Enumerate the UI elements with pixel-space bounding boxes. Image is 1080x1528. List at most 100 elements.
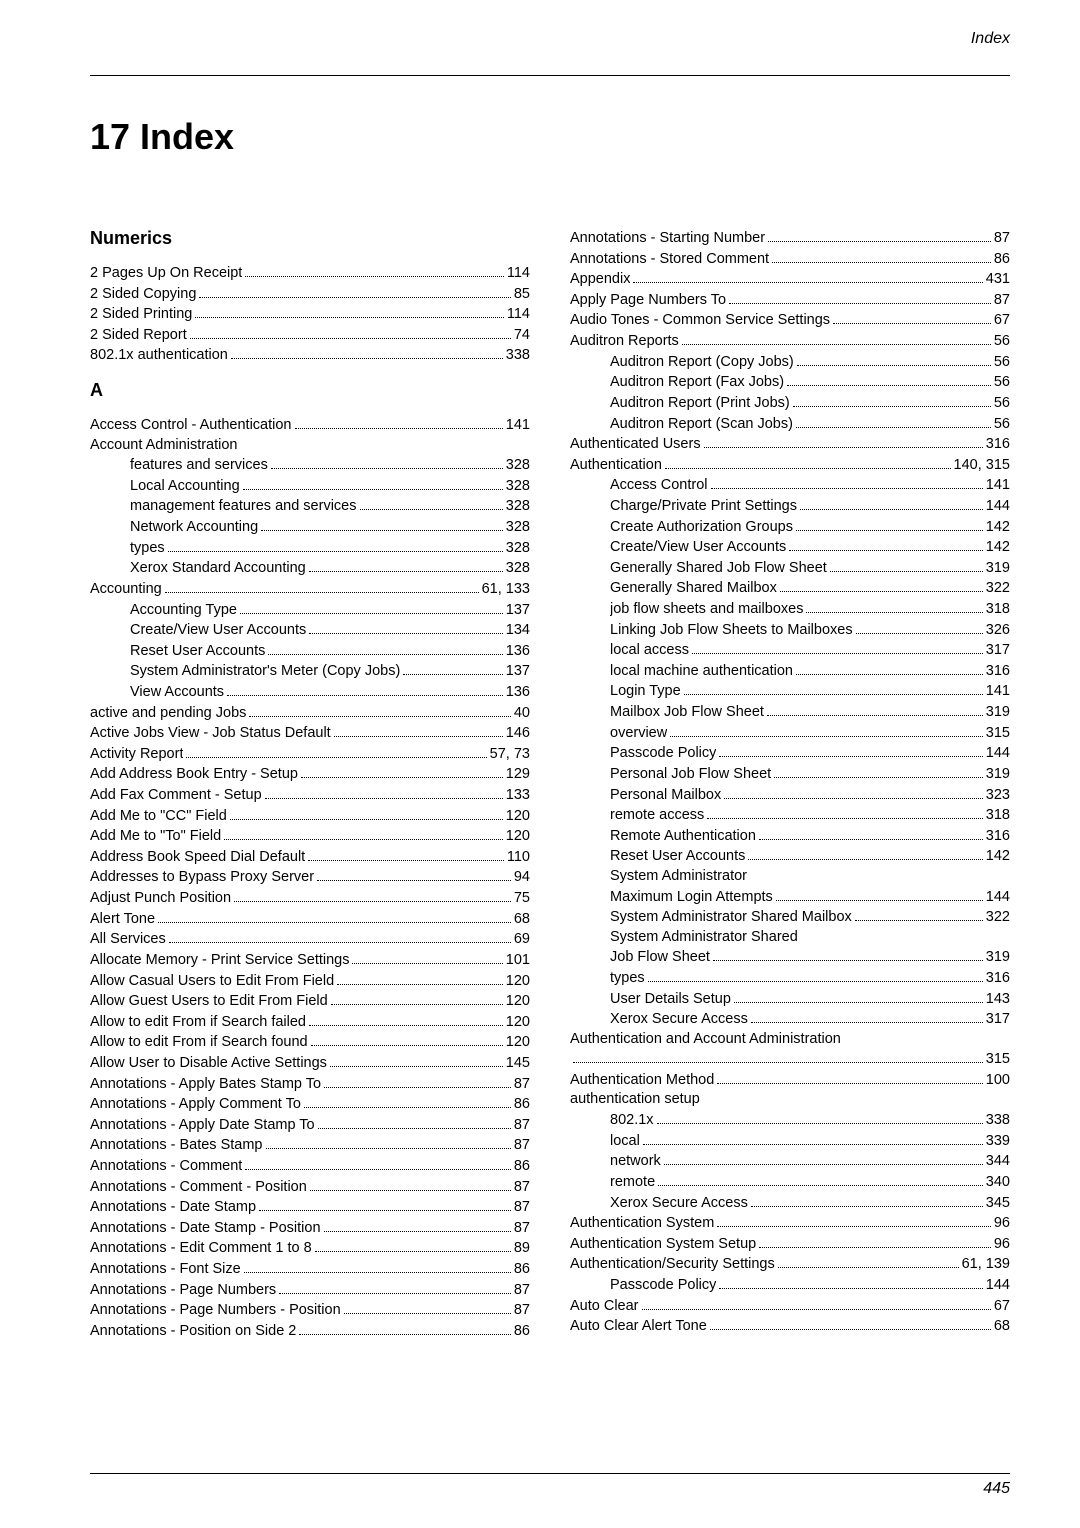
index-entry: Create/View User Accounts134 — [90, 620, 530, 641]
index-entry-pages: 68 — [514, 910, 530, 930]
index-entry: Account Administration — [90, 436, 530, 456]
index-entry-pages: 40 — [514, 704, 530, 724]
index-entry-pages: 101 — [506, 951, 530, 971]
index-entry: Personal Mailbox323 — [570, 784, 1010, 805]
index-entry: View Accounts136 — [90, 682, 530, 703]
index-entry-label: Audio Tones - Common Service Settings — [570, 311, 830, 331]
index-entry: Reset User Accounts136 — [90, 641, 530, 662]
index-entry: Annotations - Apply Date Stamp To87 — [90, 1115, 530, 1136]
index-entry-pages: 317 — [986, 641, 1010, 661]
index-entry-label: Maximum Login Attempts — [610, 888, 773, 908]
leader-dots — [301, 764, 503, 778]
section-heading: A — [90, 380, 530, 401]
index-entry-pages: 319 — [986, 703, 1010, 723]
leader-dots — [800, 496, 983, 510]
index-entry-label: Annotations - Bates Stamp — [90, 1136, 263, 1156]
index-entry: Auto Clear67 — [570, 1296, 1010, 1317]
leader-dots — [719, 743, 982, 757]
index-entry-pages: 322 — [986, 908, 1010, 928]
leader-dots — [295, 415, 503, 429]
index-entry-pages: 67 — [994, 1297, 1010, 1317]
index-entry-pages: 120 — [506, 1013, 530, 1033]
leader-dots — [855, 907, 983, 921]
leader-dots — [772, 249, 991, 263]
index-entry-label: features and services — [130, 456, 268, 476]
index-entry: Allocate Memory - Print Service Settings… — [90, 950, 530, 971]
leader-dots — [642, 1296, 991, 1310]
index-entry: Allow User to Disable Active Settings145 — [90, 1053, 530, 1074]
index-entry: 802.1x338 — [570, 1110, 1010, 1131]
index-entry-label: Add Me to "To" Field — [90, 827, 221, 847]
index-entry-label: Annotations - Apply Comment To — [90, 1095, 301, 1115]
index-entry-label: Job Flow Sheet — [610, 948, 710, 968]
page-number: 445 — [90, 1480, 1010, 1498]
leader-dots — [704, 434, 983, 448]
index-entry: management features and services328 — [90, 496, 530, 517]
index-entry: types328 — [90, 538, 530, 559]
leader-dots — [311, 1032, 503, 1046]
index-entry-pages: 129 — [506, 765, 530, 785]
index-entry: Add Fax Comment - Setup133 — [90, 785, 530, 806]
index-entry-label: Network Accounting — [130, 518, 258, 538]
leader-dots — [310, 1177, 511, 1191]
leader-dots — [664, 1151, 983, 1165]
index-entry: Mailbox Job Flow Sheet319 — [570, 702, 1010, 723]
leader-dots — [796, 661, 983, 675]
index-entry: remote340 — [570, 1172, 1010, 1193]
index-entry-label: Annotations - Apply Date Stamp To — [90, 1116, 315, 1136]
index-entry-label: Linking Job Flow Sheets to Mailboxes — [610, 621, 853, 641]
leader-dots — [245, 1156, 511, 1170]
index-entry-label: Address Book Speed Dial Default — [90, 848, 305, 868]
leader-dots — [830, 558, 983, 572]
index-entry-label: authentication setup — [570, 1090, 700, 1110]
index-entry-label: Access Control - Authentication — [90, 416, 292, 436]
index-entry: Annotations - Comment - Position87 — [90, 1177, 530, 1198]
leader-dots — [778, 1254, 959, 1268]
leader-dots — [186, 744, 486, 758]
leader-dots — [796, 517, 983, 531]
index-entry-pages: 120 — [506, 827, 530, 847]
index-entry-label: network — [610, 1152, 661, 1172]
leader-dots — [261, 517, 503, 531]
index-entry-pages: 142 — [986, 518, 1010, 538]
index-entry-label: Auditron Report (Print Jobs) — [610, 394, 790, 414]
index-entry: 2 Sided Printing114 — [90, 304, 530, 325]
index-entry-pages: 142 — [986, 847, 1010, 867]
leader-dots — [324, 1218, 511, 1232]
leader-dots — [240, 599, 503, 613]
index-entry-label: Allow to edit From if Search found — [90, 1033, 308, 1053]
index-entry-label: User Details Setup — [610, 990, 731, 1010]
index-entry-pages: 86 — [514, 1095, 530, 1115]
index-entry: Job Flow Sheet319 — [570, 947, 1010, 968]
index-entry-pages: 322 — [986, 579, 1010, 599]
index-entry-pages: 146 — [506, 724, 530, 744]
index-entry: Authentication Method100 — [570, 1070, 1010, 1091]
index-entry-label: Authenticated Users — [570, 435, 701, 455]
index-entry: Alert Tone68 — [90, 909, 530, 930]
index-entry-pages: 142 — [986, 538, 1010, 558]
index-entry-label: Annotations - Font Size — [90, 1260, 241, 1280]
index-entry-pages: 96 — [994, 1214, 1010, 1234]
index-entry-label: Annotations - Comment — [90, 1157, 242, 1177]
leader-dots — [711, 475, 983, 489]
index-entry-label: Accounting Type — [130, 601, 237, 621]
leader-dots — [797, 352, 991, 366]
index-entry: Addresses to Bypass Proxy Server94 — [90, 867, 530, 888]
index-entry-label: Accounting — [90, 580, 162, 600]
index-entry: Add Me to "CC" Field120 — [90, 806, 530, 827]
index-entry: Authenticated Users316 — [570, 434, 1010, 455]
index-entry-label: All Services — [90, 930, 166, 950]
index-entry-pages: 318 — [986, 600, 1010, 620]
index-entry-pages: 85 — [514, 285, 530, 305]
index-entry-pages: 110 — [507, 848, 530, 868]
index-entry: Create/View User Accounts142 — [570, 537, 1010, 558]
index-entry: Accounting61, 133 — [90, 579, 530, 600]
right-column: Annotations - Starting Number87Annotatio… — [570, 228, 1010, 1341]
index-entry-label: 2 Sided Printing — [90, 305, 192, 325]
index-entry: Charge/Private Print Settings144 — [570, 496, 1010, 517]
index-entry-label: local machine authentication — [610, 662, 793, 682]
leader-dots — [315, 1238, 511, 1252]
index-entry: Add Me to "To" Field 120 — [90, 826, 530, 847]
index-entry-label: Local Accounting — [130, 477, 240, 497]
leader-dots — [244, 1259, 511, 1273]
